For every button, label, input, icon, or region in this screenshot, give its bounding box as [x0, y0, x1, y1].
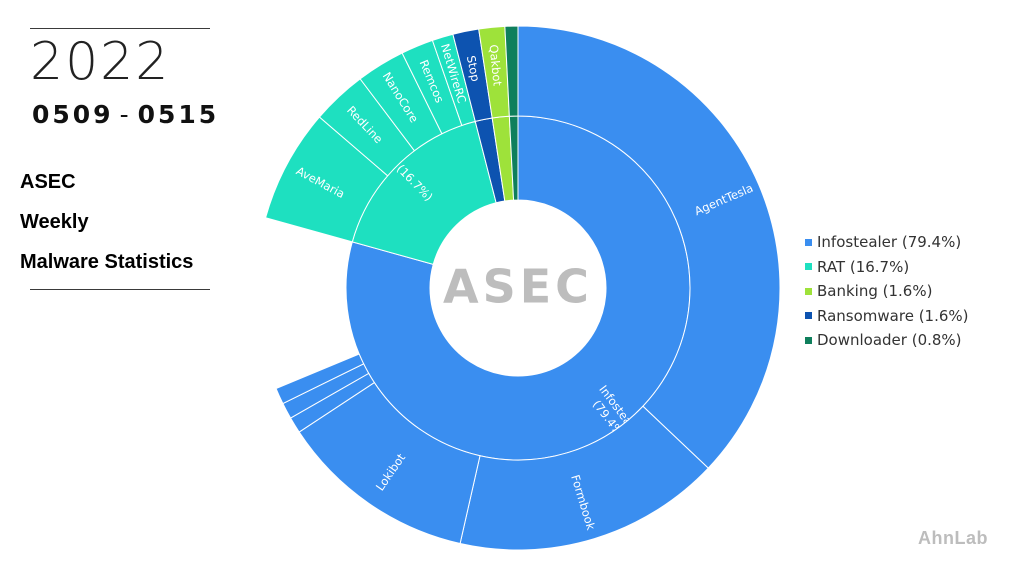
legend-label: Banking (1.6%): [817, 282, 933, 301]
top-divider: [30, 28, 210, 29]
slice-infostealer-other-5: [275, 353, 365, 405]
legend-item: Ransomware (1.6%): [805, 304, 969, 329]
slice-downloader-other-0: [504, 25, 519, 117]
chart-legend: Infostealer (79.4%) RAT (16.7%) Banking (1…: [805, 230, 969, 353]
title-line-malware-statistics: Malware Statistics: [20, 251, 194, 273]
date-start: 0509: [32, 100, 114, 129]
asec-center-logo: ASEC: [443, 260, 593, 314]
slice-label-stop: Stop: [464, 54, 483, 82]
legend-swatch: [805, 263, 812, 271]
title-line-asec: ASEC: [20, 171, 76, 193]
legend-item: RAT (16.7%): [805, 255, 969, 280]
date-end: 0515: [137, 100, 220, 129]
legend-swatch: [805, 312, 812, 320]
bottom-divider: [30, 289, 210, 290]
ahnlab-logo: AhnLab: [918, 528, 988, 548]
date-separator: -: [119, 100, 132, 129]
legend-swatch: [805, 287, 812, 295]
legend-label: Ransomware (1.6%): [817, 306, 969, 325]
legend-item: Infostealer (79.4%): [805, 230, 969, 255]
title-line-weekly: Weekly: [20, 211, 89, 233]
slice-agenttesla: [517, 25, 781, 469]
legend-swatch: [805, 238, 812, 246]
legend-item: Downloader (0.8%): [805, 328, 969, 353]
legend-label: Infostealer (79.4%): [817, 233, 962, 252]
legend-swatch: [805, 336, 812, 344]
legend-label: Downloader (0.8%): [817, 331, 962, 350]
date-range: 0509-0515: [32, 102, 219, 127]
legend-item: Banking (1.6%): [805, 279, 969, 304]
legend-label: RAT (16.7%): [817, 257, 910, 276]
slice-label-qakbot: Qakbot: [487, 44, 505, 87]
year-heading: 2022: [30, 32, 171, 92]
